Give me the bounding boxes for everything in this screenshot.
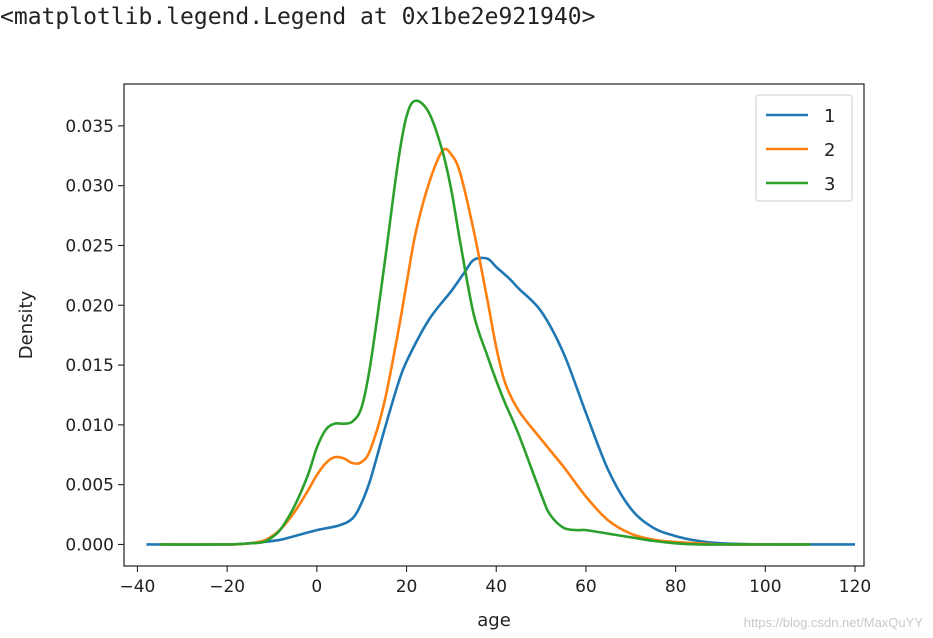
y-tick-label: 0.025 <box>65 236 114 256</box>
x-tick-label: 40 <box>485 577 507 597</box>
x-tick-label: −40 <box>120 577 156 597</box>
x-tick-label: 120 <box>839 577 871 597</box>
legend: 1 2 3 <box>755 94 853 202</box>
x-tick-label: 20 <box>396 577 418 597</box>
x-tick-label: 80 <box>665 577 687 597</box>
legend-label-3: 3 <box>824 174 835 195</box>
series-line-2 <box>159 147 811 546</box>
y-tick-label: 0.015 <box>65 356 114 376</box>
x-tick-label: 100 <box>749 577 781 597</box>
y-tick-label: 0.035 <box>65 117 114 137</box>
y-tick-label: 0.030 <box>65 177 114 197</box>
x-axis-ticks: −40 −20 0 20 40 60 80 100 120 <box>120 566 871 597</box>
y-tick-label: 0.010 <box>65 416 114 436</box>
y-tick-label: 0.005 <box>65 476 114 496</box>
x-tick-label: −20 <box>209 577 245 597</box>
series-line-1 <box>146 256 856 546</box>
watermark: https://blog.csdn.net/MaxQuYY <box>743 615 923 630</box>
series-line-3 <box>159 99 811 546</box>
legend-label-1: 1 <box>824 106 835 127</box>
plot-area-border <box>123 83 865 567</box>
y-tick-label: 0.020 <box>65 296 114 316</box>
x-tick-label: 0 <box>311 577 322 597</box>
x-axis-label: age <box>477 610 511 631</box>
y-axis-ticks: 0.000 0.005 0.010 0.015 0.020 0.025 0.030 0.035 <box>65 117 124 555</box>
y-axis-label: Density <box>16 290 37 359</box>
x-tick-label: 60 <box>575 577 597 597</box>
y-tick-label: 0.000 <box>65 535 114 555</box>
plot-lines <box>146 99 856 546</box>
axes-frame <box>123 83 865 567</box>
output-text: <matplotlib.legend.Legend at 0x1be2e9219… <box>0 4 596 30</box>
legend-label-2: 2 <box>824 140 835 161</box>
